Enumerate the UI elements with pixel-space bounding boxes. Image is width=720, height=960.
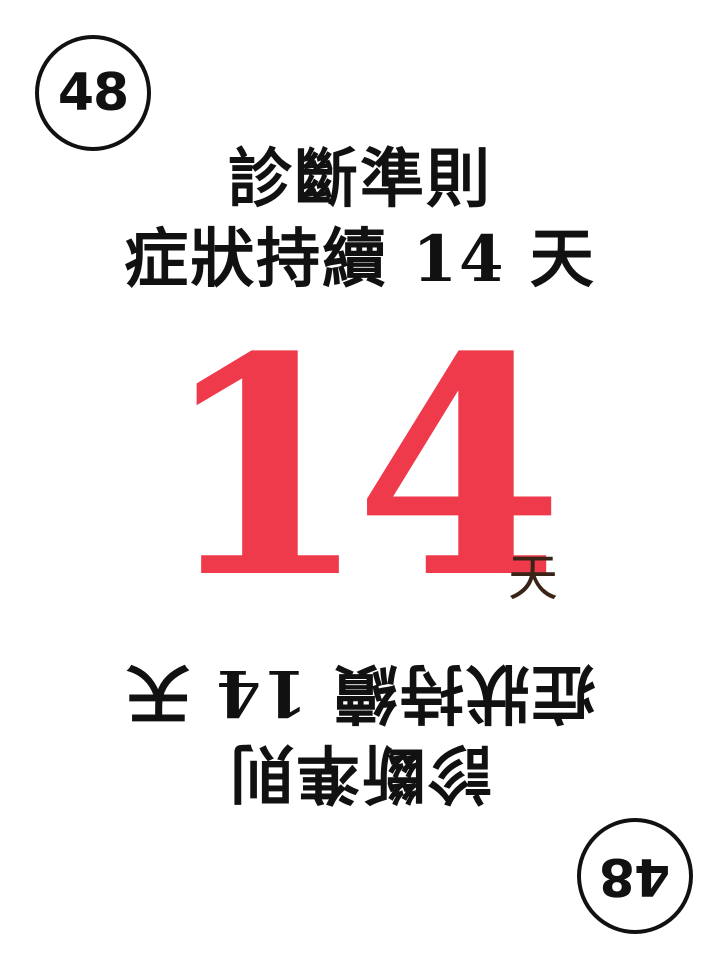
- big-day-count: 14: [160, 291, 563, 644]
- criteria-title: 診斷準則: [228, 142, 492, 217]
- criteria-duration-inverted: 症狀持續 14 天: [124, 655, 596, 730]
- big-day-unit: 天: [508, 549, 558, 607]
- card-number-badge-bottom: 48: [577, 818, 693, 934]
- criteria-text-top: 診斷準則 症狀持續 14 天: [0, 140, 720, 300]
- criteria-title-inverted: 診斷準則: [228, 735, 492, 810]
- criteria-text-bottom-inverted: 診斷準則 症狀持續 14 天: [0, 652, 720, 812]
- criteria-duration: 症狀持續 14 天: [124, 222, 596, 297]
- card-number-badge-top: 48: [35, 35, 151, 151]
